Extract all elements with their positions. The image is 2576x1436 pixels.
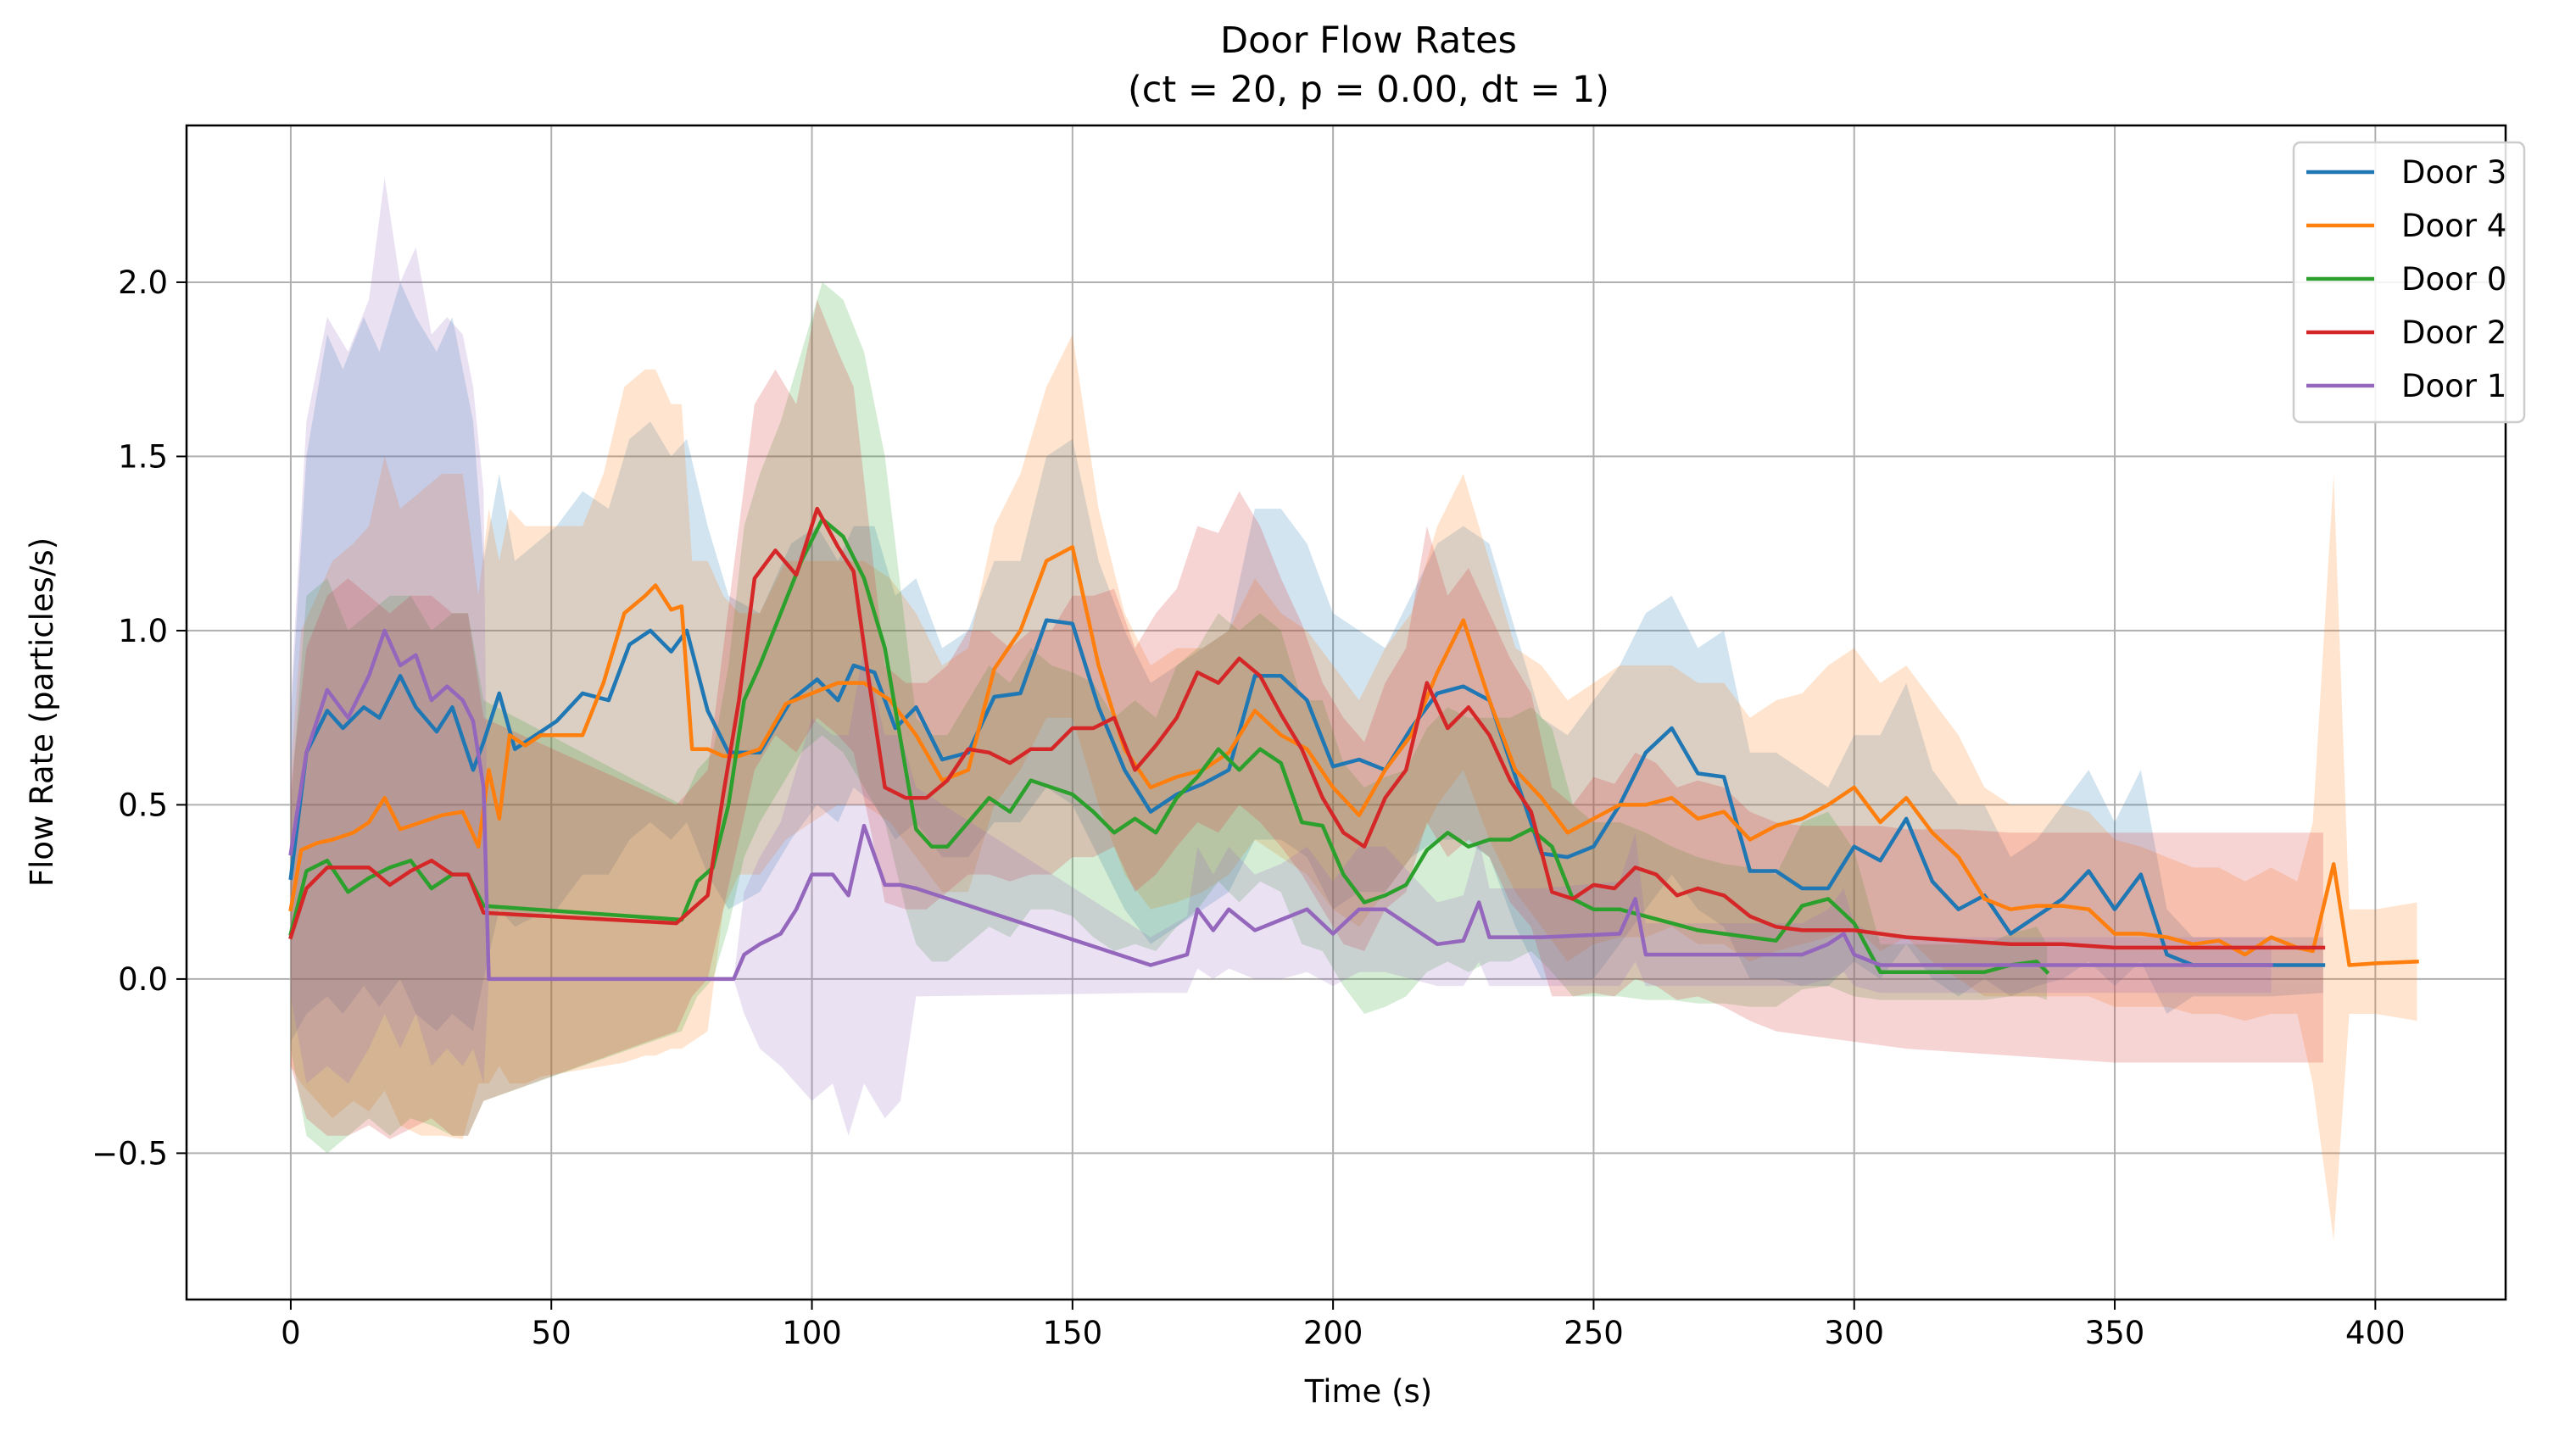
door-4-legend-label: Door 4: [2401, 208, 2506, 244]
x-tick-label: 0: [281, 1315, 301, 1351]
door-2-legend-label: Door 2: [2401, 314, 2506, 351]
legend-entries: Door 3 Door 4 Door 0 Door 2 Door 1: [2306, 154, 2506, 404]
x-tick-label: 350: [2085, 1315, 2145, 1351]
y-tick-label: 0.0: [118, 961, 168, 998]
x-tick-label: 250: [1564, 1315, 1624, 1351]
door-2-line: [288, 506, 2326, 950]
plot-area-frame: [185, 124, 2507, 1301]
door-1-band: [290, 177, 2272, 1136]
x-tick-label: 100: [782, 1315, 842, 1351]
x-tick-label: 150: [1043, 1315, 1103, 1351]
door-4-line: [288, 545, 2419, 967]
door-3-legend-label: Door 3: [2401, 154, 2506, 191]
door-1-legend-label: Door 1: [2401, 368, 2506, 404]
legend: Door 3 Door 4 Door 0 Door 2 Door 1: [2292, 141, 2526, 424]
series-lines: [288, 506, 2419, 982]
y-tick-label: 0.5: [118, 787, 168, 823]
y-tick-label: −0.5: [92, 1135, 168, 1172]
y-tick-label: 1.5: [118, 438, 168, 475]
chart-subtitle: (ct = 20, p = 0.00, dt = 1): [1128, 69, 1609, 111]
chart-title: Door Flow Rates: [1220, 19, 1517, 62]
y-tick-label: 1.0: [118, 613, 168, 649]
door-3-band: [290, 281, 2323, 1042]
door-0-legend-label: Door 0: [2401, 261, 2506, 298]
door-4-band: [290, 334, 2417, 1241]
x-axis-label: Time (s): [1304, 1373, 1432, 1410]
axis-ticks: 0 50 100 150 200 250 300 350 400 −0.5 0.0 0.5 1.0 1.5…: [92, 264, 2406, 1351]
x-tick-label: 400: [2345, 1315, 2406, 1351]
legend-box: [2292, 141, 2526, 424]
x-tick-label: 300: [1824, 1315, 1884, 1351]
door-1-line: [288, 628, 2273, 982]
door-3-line: [288, 618, 2326, 967]
x-tick-label: 200: [1303, 1315, 1363, 1351]
y-tick-label: 2.0: [118, 264, 168, 301]
door-0-line: [288, 517, 2050, 975]
x-tick-label: 50: [532, 1315, 572, 1351]
y-axis-label: Flow Rate (particles/s): [24, 537, 60, 887]
